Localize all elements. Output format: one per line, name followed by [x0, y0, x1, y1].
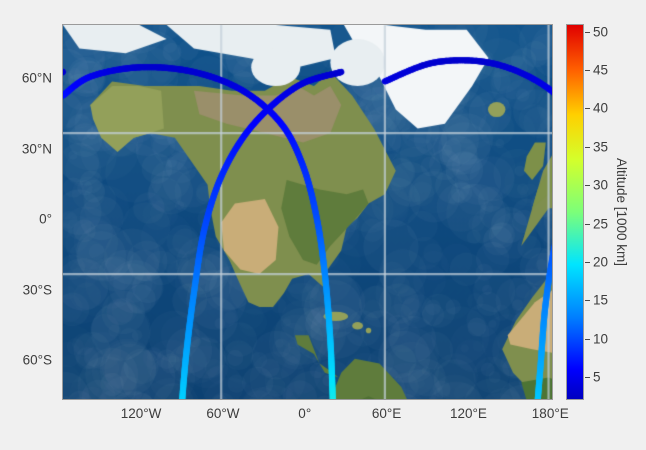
colorbar-tick-mark-35	[585, 146, 590, 148]
y-tick-label-30S: 30°S	[22, 282, 52, 298]
colorbar-tick-label-5: 5	[593, 369, 601, 385]
colorbar-gradient	[567, 25, 583, 399]
x-tick-label-60E: 60°E	[371, 406, 402, 421]
x-tick-label-180E: 180°E	[531, 406, 569, 421]
colorbar-tick-label-45: 45	[593, 62, 609, 78]
colorbar-tick-label-50: 50	[593, 24, 609, 40]
colorbar-tick-mark-15	[585, 300, 590, 302]
colorbar-axes	[566, 24, 584, 400]
colorbar-tick-label-40: 40	[593, 100, 609, 116]
colorbar-tick-mark-50	[585, 31, 590, 33]
colorbar-tick-label-20: 20	[593, 254, 609, 270]
map-axes	[62, 24, 553, 400]
colorbar-tick-mark-45	[585, 70, 590, 72]
y-tick-label-30N: 30°N	[21, 141, 52, 157]
colorbar-tick-mark-10	[585, 338, 590, 340]
x-tick-label-60W: 60°W	[206, 406, 240, 421]
y-tick-label-60S: 60°S	[22, 352, 52, 368]
colorbar-tick-mark-40	[585, 108, 590, 110]
colorbar-tick-label-30: 30	[593, 177, 609, 193]
colorbar-tick-mark-30	[585, 185, 590, 187]
x-tick-label-120W: 120°W	[120, 406, 162, 421]
colorbar-tick-label-10: 10	[593, 331, 609, 347]
colorbar-tick-mark-25	[585, 223, 590, 225]
colorbar-tick-label-25: 25	[593, 216, 609, 231]
y-tick-label-0: 0°	[39, 211, 52, 227]
colorbar-title: Altitude [1000 km]	[614, 157, 629, 267]
world-map-ground-track-plot	[63, 25, 552, 399]
colorbar-tick-label-35: 35	[593, 139, 609, 155]
colorbar-tick-label-15: 15	[593, 292, 609, 308]
y-tick-label-60N: 60°N	[21, 70, 52, 86]
x-tick-label-0: 0°	[298, 406, 312, 421]
colorbar-tick-mark-5	[585, 376, 590, 378]
colorbar-tick-mark-20	[585, 261, 590, 263]
x-tick-label-120E: 120°E	[449, 406, 487, 421]
